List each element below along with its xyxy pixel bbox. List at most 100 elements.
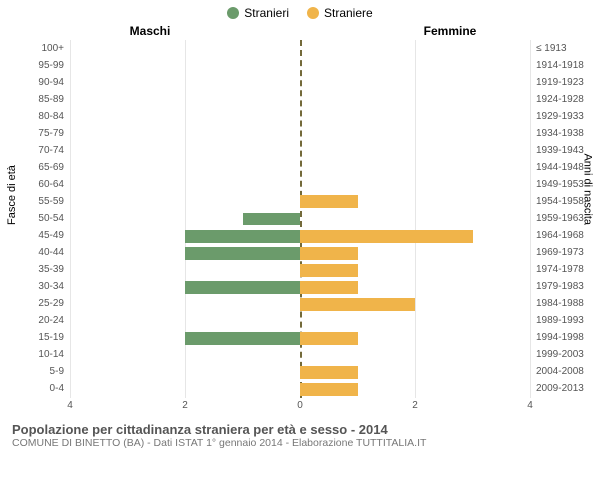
age-label: 75-79 bbox=[10, 129, 70, 139]
age-row: 5-92004-2008 bbox=[70, 364, 530, 381]
age-label: 25-29 bbox=[10, 299, 70, 309]
female-half bbox=[300, 91, 530, 108]
male-half bbox=[70, 279, 300, 296]
age-label: 70-74 bbox=[10, 146, 70, 156]
bar-rows: 100+≤ 191395-991914-191890-941919-192385… bbox=[70, 40, 530, 398]
age-row: 70-741939-1943 bbox=[70, 142, 530, 159]
age-label: 0-4 bbox=[10, 384, 70, 394]
female-bar bbox=[300, 298, 415, 311]
birth-year-label: 2009-2013 bbox=[530, 384, 590, 394]
age-row: 80-841929-1933 bbox=[70, 108, 530, 125]
male-half bbox=[70, 40, 300, 57]
birth-year-label: 1919-1923 bbox=[530, 78, 590, 88]
birth-year-label: 1929-1933 bbox=[530, 112, 590, 122]
x-tick-label: 4 bbox=[527, 400, 533, 411]
age-label: 90-94 bbox=[10, 78, 70, 88]
birth-year-label: 1974-1978 bbox=[530, 265, 590, 275]
birth-year-label: 1954-1958 bbox=[530, 197, 590, 207]
legend-swatch-male bbox=[227, 7, 239, 19]
female-half bbox=[300, 364, 530, 381]
age-row: 30-341979-1983 bbox=[70, 279, 530, 296]
male-half bbox=[70, 159, 300, 176]
male-half bbox=[70, 330, 300, 347]
female-half bbox=[300, 176, 530, 193]
female-half bbox=[300, 330, 530, 347]
female-bar bbox=[300, 383, 358, 396]
female-half bbox=[300, 347, 530, 364]
female-half bbox=[300, 381, 530, 398]
age-label: 95-99 bbox=[10, 61, 70, 71]
female-half bbox=[300, 313, 530, 330]
age-row: 100+≤ 1913 bbox=[70, 40, 530, 57]
female-half bbox=[300, 210, 530, 227]
age-row: 75-791934-1938 bbox=[70, 125, 530, 142]
birth-year-label: 1999-2003 bbox=[530, 350, 590, 360]
birth-year-label: 1994-1998 bbox=[530, 333, 590, 343]
male-half bbox=[70, 142, 300, 159]
female-half bbox=[300, 108, 530, 125]
age-label: 10-14 bbox=[10, 350, 70, 360]
age-row: 85-891924-1928 bbox=[70, 91, 530, 108]
age-label: 65-69 bbox=[10, 163, 70, 173]
female-bar bbox=[300, 332, 358, 345]
age-label: 35-39 bbox=[10, 265, 70, 275]
age-label: 45-49 bbox=[10, 231, 70, 241]
age-row: 25-291984-1988 bbox=[70, 296, 530, 313]
birth-year-label: 1969-1973 bbox=[530, 248, 590, 258]
male-bar bbox=[243, 213, 301, 226]
age-row: 35-391974-1978 bbox=[70, 262, 530, 279]
age-row: 20-241989-1993 bbox=[70, 313, 530, 330]
plot-area: 100+≤ 191395-991914-191890-941919-192385… bbox=[70, 40, 530, 418]
legend-item-male: Stranieri bbox=[227, 6, 289, 20]
birth-year-label: 1914-1918 bbox=[530, 61, 590, 71]
x-ticks: 42024 bbox=[70, 400, 530, 418]
birth-year-label: 1989-1993 bbox=[530, 316, 590, 326]
male-half bbox=[70, 57, 300, 74]
birth-year-label: 1959-1963 bbox=[530, 214, 590, 224]
male-bar bbox=[185, 332, 300, 345]
age-row: 60-641949-1953 bbox=[70, 176, 530, 193]
age-row: 10-141999-2003 bbox=[70, 347, 530, 364]
male-half bbox=[70, 381, 300, 398]
female-half bbox=[300, 142, 530, 159]
legend-label-female: Straniere bbox=[324, 6, 373, 20]
population-pyramid-chart: Stranieri Straniere Maschi Femmine Fasce… bbox=[0, 0, 600, 500]
male-half bbox=[70, 262, 300, 279]
male-half bbox=[70, 228, 300, 245]
age-label: 40-44 bbox=[10, 248, 70, 258]
header-male: Maschi bbox=[0, 24, 300, 38]
male-half bbox=[70, 74, 300, 91]
birth-year-label: 2004-2008 bbox=[530, 367, 590, 377]
age-label: 5-9 bbox=[10, 367, 70, 377]
age-row: 0-42009-2013 bbox=[70, 381, 530, 398]
female-half bbox=[300, 57, 530, 74]
age-row: 50-541959-1963 bbox=[70, 210, 530, 227]
male-half bbox=[70, 193, 300, 210]
birth-year-label: 1944-1948 bbox=[530, 163, 590, 173]
legend-swatch-female bbox=[307, 7, 319, 19]
birth-year-label: 1949-1953 bbox=[530, 180, 590, 190]
birth-year-label: 1924-1928 bbox=[530, 95, 590, 105]
female-half bbox=[300, 125, 530, 142]
male-half bbox=[70, 313, 300, 330]
female-bar bbox=[300, 264, 358, 277]
footer-subtitle: COMUNE DI BINETTO (BA) - Dati ISTAT 1° g… bbox=[12, 437, 588, 449]
age-label: 15-19 bbox=[10, 333, 70, 343]
male-half bbox=[70, 296, 300, 313]
female-bar bbox=[300, 281, 358, 294]
female-half bbox=[300, 74, 530, 91]
male-half bbox=[70, 347, 300, 364]
legend-label-male: Stranieri bbox=[244, 6, 289, 20]
age-label: 100+ bbox=[10, 44, 70, 54]
male-bar bbox=[185, 247, 300, 260]
male-half bbox=[70, 176, 300, 193]
age-label: 80-84 bbox=[10, 112, 70, 122]
female-bar bbox=[300, 366, 358, 379]
male-half bbox=[70, 245, 300, 262]
birth-year-label: 1964-1968 bbox=[530, 231, 590, 241]
age-row: 90-941919-1923 bbox=[70, 74, 530, 91]
female-half bbox=[300, 193, 530, 210]
birth-year-label: 1939-1943 bbox=[530, 146, 590, 156]
x-tick-label: 0 bbox=[297, 400, 303, 411]
x-tick-label: 2 bbox=[182, 400, 188, 411]
